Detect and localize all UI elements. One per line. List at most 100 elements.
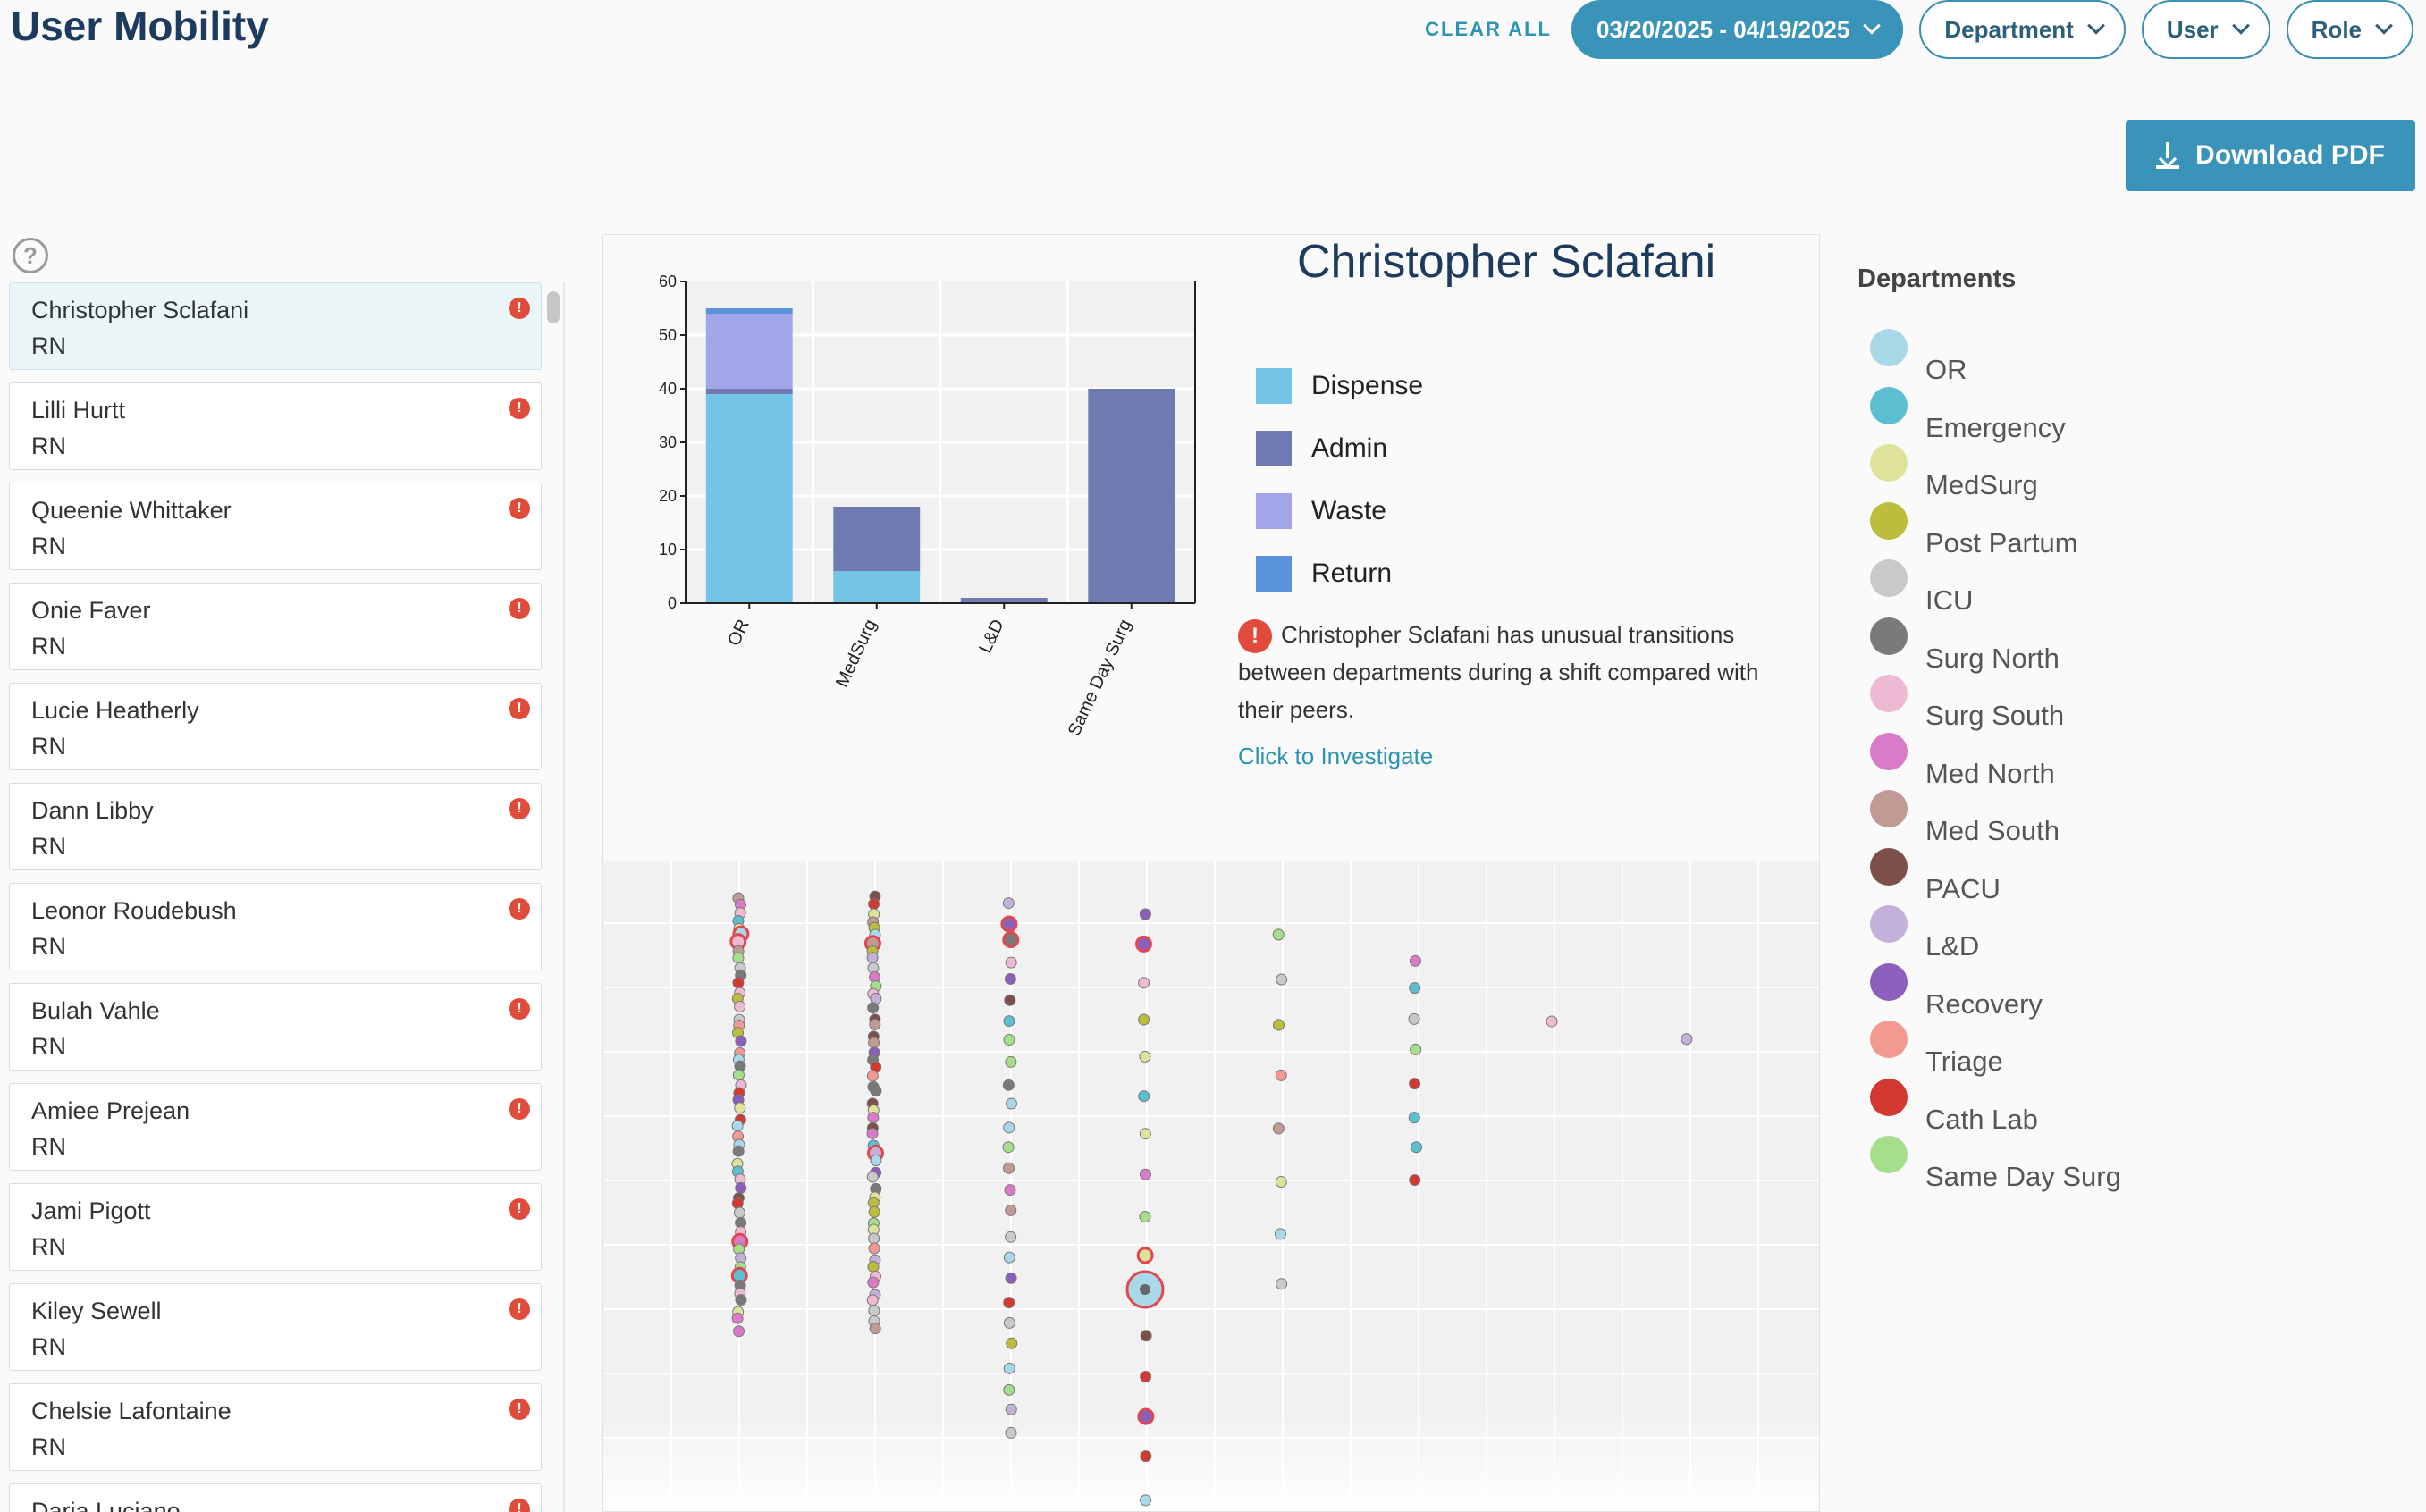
transition-point[interactable]: [1005, 956, 1017, 969]
transition-point[interactable]: [1004, 1184, 1016, 1197]
transition-point[interactable]: [866, 952, 879, 964]
transition-point[interactable]: [1272, 928, 1285, 941]
transition-point[interactable]: [866, 1070, 879, 1082]
transition-point[interactable]: [1139, 908, 1151, 920]
transition-point[interactable]: [1004, 972, 1016, 985]
bar-segment[interactable]: [960, 598, 1048, 603]
transition-point[interactable]: [732, 952, 745, 964]
transition-point[interactable]: [735, 1294, 747, 1306]
transition-point[interactable]: [731, 1120, 744, 1132]
transition-point[interactable]: [1276, 973, 1288, 986]
transition-point[interactable]: [1140, 1450, 1152, 1463]
transition-point[interactable]: [735, 1181, 747, 1194]
transition-point[interactable]: [868, 898, 880, 911]
role-filter-dropdown[interactable]: Role: [2286, 0, 2413, 59]
user-card[interactable]: Lucie Heatherly RN!: [9, 683, 542, 770]
bar-segment[interactable]: [833, 507, 921, 571]
transition-point[interactable]: [868, 1037, 880, 1049]
transition-point[interactable]: [1005, 1403, 1017, 1415]
transition-point[interactable]: [866, 1294, 879, 1306]
transition-point[interactable]: [1274, 1228, 1286, 1240]
transition-point[interactable]: [1139, 1050, 1151, 1063]
transition-point[interactable]: [869, 1323, 881, 1335]
transition-point[interactable]: [1139, 1211, 1151, 1223]
user-card[interactable]: Queenie Whittaker RN!: [9, 483, 542, 570]
transition-point[interactable]: [734, 1000, 746, 1012]
transition-point[interactable]: [1003, 1362, 1015, 1374]
transition-point[interactable]: [1136, 1247, 1154, 1264]
user-card[interactable]: Lilli Hurtt RN!: [9, 382, 542, 470]
bar-segment[interactable]: [705, 314, 793, 389]
transition-point[interactable]: [1004, 994, 1016, 1006]
transition-point[interactable]: [1003, 1316, 1015, 1329]
transition-point[interactable]: [1005, 1272, 1017, 1284]
transition-point[interactable]: [1000, 915, 1018, 933]
bar-segment[interactable]: [833, 571, 921, 603]
transition-point[interactable]: [1005, 1426, 1017, 1439]
investigate-link[interactable]: Click to Investigate: [1238, 743, 1434, 769]
bar-segment[interactable]: [1088, 389, 1175, 603]
transition-point[interactable]: [1140, 1494, 1152, 1507]
date-range-dropdown[interactable]: 03/20/2025 - 04/19/2025: [1571, 0, 1904, 59]
bar-segment[interactable]: [705, 389, 793, 394]
transition-point[interactable]: [867, 1002, 880, 1014]
transition-point[interactable]: [1409, 1078, 1421, 1090]
transition-point[interactable]: [870, 1085, 882, 1097]
transition-point[interactable]: [1003, 1251, 1015, 1264]
user-card[interactable]: Kiley Sewell RN!: [9, 1283, 542, 1371]
transition-point[interactable]: [1005, 1055, 1017, 1068]
transition-point[interactable]: [1138, 977, 1150, 989]
transition-point[interactable]: [1408, 1112, 1420, 1124]
transition-point[interactable]: [1003, 1034, 1015, 1046]
user-list-scrollbar[interactable]: [543, 282, 565, 1512]
transition-point[interactable]: [1409, 1174, 1421, 1187]
scrollbar-thumb[interactable]: [547, 291, 560, 323]
user-card[interactable]: Bulah Vahle RN!: [9, 983, 542, 1071]
user-card[interactable]: Chelsie Lafontaine RN!: [9, 1383, 542, 1471]
transition-point[interactable]: [1272, 1122, 1285, 1135]
transition-point[interactable]: [1140, 1370, 1152, 1382]
transition-point[interactable]: [868, 1232, 880, 1245]
download-pdf-button[interactable]: Download PDF: [2126, 120, 2415, 191]
user-card[interactable]: Daria LucianoRN!: [9, 1483, 542, 1512]
transition-point[interactable]: [1408, 1012, 1420, 1025]
transition-point[interactable]: [732, 977, 745, 989]
transition-point[interactable]: [868, 1305, 880, 1317]
transition-point[interactable]: [1139, 1168, 1151, 1180]
transition-point[interactable]: [868, 1205, 880, 1218]
transition-point[interactable]: [1409, 954, 1421, 967]
transition-point[interactable]: [1410, 1043, 1422, 1055]
user-card[interactable]: Christopher Sclafani RN!: [9, 282, 542, 370]
transition-point[interactable]: [1138, 1090, 1150, 1103]
transition-point[interactable]: [866, 1171, 879, 1183]
transition-point[interactable]: [1002, 931, 1020, 949]
transition-point[interactable]: [731, 1312, 744, 1324]
transition-point[interactable]: [733, 1325, 745, 1338]
transition-point[interactable]: [1002, 1162, 1015, 1174]
transition-point[interactable]: [732, 1145, 745, 1157]
transition-point[interactable]: [1003, 1297, 1015, 1309]
transition-point[interactable]: [1138, 1013, 1150, 1026]
transition-point[interactable]: [1002, 1141, 1015, 1154]
transition-point[interactable]: [1003, 1015, 1015, 1028]
transition-point[interactable]: [1005, 1097, 1017, 1110]
transition-point[interactable]: [1273, 1019, 1285, 1031]
transition-point[interactable]: [1275, 1069, 1287, 1081]
transition-point[interactable]: [867, 1276, 880, 1289]
transition-point[interactable]: [1409, 982, 1421, 995]
transition-point[interactable]: [867, 1261, 880, 1273]
transition-point[interactable]: [1275, 1176, 1287, 1189]
transition-point[interactable]: [870, 1154, 882, 1166]
transition-point[interactable]: [1002, 897, 1015, 910]
transition-point[interactable]: [735, 1035, 747, 1047]
transition-point[interactable]: [1137, 1407, 1155, 1425]
transition-point[interactable]: [1003, 1121, 1015, 1134]
transition-point[interactable]: [1005, 1204, 1017, 1216]
help-icon[interactable]: ?: [13, 238, 48, 273]
transition-point[interactable]: [1134, 935, 1152, 953]
transition-point[interactable]: [1139, 1128, 1151, 1140]
bar-segment[interactable]: [705, 394, 793, 603]
transition-point[interactable]: [733, 1206, 745, 1219]
user-card[interactable]: Dann Libby RN!: [9, 783, 542, 870]
transition-point[interactable]: [867, 1112, 880, 1124]
